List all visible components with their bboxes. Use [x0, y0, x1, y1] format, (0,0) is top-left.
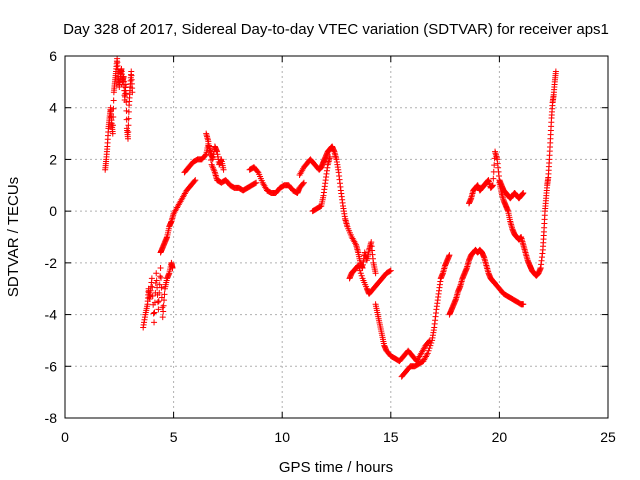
data-point	[157, 265, 164, 272]
data-point	[317, 203, 324, 210]
data-points	[102, 55, 559, 380]
data-point	[191, 178, 198, 185]
plot-frame	[64, 55, 609, 419]
data-point	[149, 292, 156, 299]
x-tick-label: 0	[61, 429, 69, 445]
data-point	[300, 179, 307, 186]
data-point	[158, 284, 165, 291]
data-point	[125, 129, 132, 136]
data-point	[153, 270, 160, 277]
data-point	[161, 297, 168, 304]
y-tick-label: -4	[45, 307, 58, 323]
data-point	[125, 115, 132, 122]
data-point	[151, 319, 158, 326]
y-axis-ticks: -8 -6 -4 -2 0 2 4 6	[45, 48, 608, 426]
data-point	[490, 175, 497, 182]
data-point	[446, 252, 453, 259]
data-point	[151, 299, 158, 306]
y-tick-label: 0	[49, 203, 57, 219]
x-axis-label: GPS time / hours	[279, 459, 393, 476]
data-point	[425, 347, 432, 354]
data-point	[155, 298, 162, 305]
data-point	[424, 350, 431, 357]
data-point	[206, 142, 213, 149]
data-point	[357, 270, 364, 277]
data-point	[156, 281, 163, 288]
data-point	[150, 310, 157, 317]
data-point	[124, 135, 131, 142]
y-tick-label: -2	[45, 255, 58, 271]
data-point	[148, 275, 155, 282]
x-tick-label: 15	[383, 429, 399, 445]
data-point	[160, 308, 167, 315]
y-tick-label: 2	[49, 151, 57, 167]
data-point	[159, 314, 166, 321]
data-point	[387, 267, 394, 274]
data-point	[300, 180, 307, 187]
data-point	[169, 265, 176, 272]
data-point	[158, 274, 165, 281]
data-point	[129, 89, 136, 96]
y-tick-label: -8	[45, 410, 58, 426]
data-point	[491, 162, 498, 169]
data-point	[153, 277, 160, 284]
data-point	[123, 90, 130, 97]
data-point	[207, 152, 214, 159]
data-point	[110, 105, 117, 112]
data-point	[205, 138, 212, 145]
y-tick-label: 4	[49, 100, 57, 116]
data-point	[156, 289, 163, 296]
chart-title: Day 328 of 2017, Sidereal Day-to-day VTE…	[63, 21, 609, 38]
x-tick-label: 20	[492, 429, 508, 445]
data-point	[253, 179, 260, 186]
y-tick-label: -6	[45, 358, 58, 374]
data-point	[520, 301, 527, 308]
data-point	[220, 166, 227, 173]
data-point	[152, 280, 159, 287]
data-point	[125, 122, 132, 129]
data-point	[123, 99, 130, 106]
data-point	[122, 81, 129, 88]
data-point	[160, 302, 167, 309]
y-axis-label: SDTVAR / TECUs	[5, 177, 22, 297]
data-point	[110, 114, 117, 121]
data-point	[109, 130, 116, 137]
data-point	[206, 147, 213, 154]
data-point	[427, 342, 434, 349]
data-point	[552, 68, 559, 75]
data-point	[161, 291, 168, 298]
data-point	[154, 299, 161, 306]
data-point	[192, 177, 199, 184]
data-point	[125, 108, 132, 115]
data-point	[157, 273, 164, 280]
data-point	[358, 272, 365, 279]
data-point	[254, 168, 261, 175]
data-point	[326, 153, 333, 160]
data-point	[151, 309, 158, 316]
x-tick-label: 10	[274, 429, 290, 445]
data-point	[356, 265, 363, 272]
data-point	[520, 190, 527, 197]
data-point	[155, 306, 162, 313]
data-point	[252, 180, 259, 187]
grid-lines	[65, 56, 608, 418]
data-point	[372, 270, 379, 277]
data-point	[149, 284, 156, 291]
data-point	[356, 267, 363, 274]
data-point	[110, 97, 117, 104]
x-tick-label: 25	[600, 429, 616, 445]
x-tick-label: 5	[170, 429, 178, 445]
y-tick-label: 6	[49, 48, 57, 64]
data-point	[428, 340, 435, 347]
data-point	[386, 268, 393, 275]
data-point	[207, 156, 214, 163]
data-point	[426, 345, 433, 352]
data-point	[489, 182, 496, 189]
data-point	[110, 122, 117, 129]
x-axis-ticks: 0 5 10 15 20 25	[61, 56, 616, 445]
data-point	[355, 262, 362, 269]
